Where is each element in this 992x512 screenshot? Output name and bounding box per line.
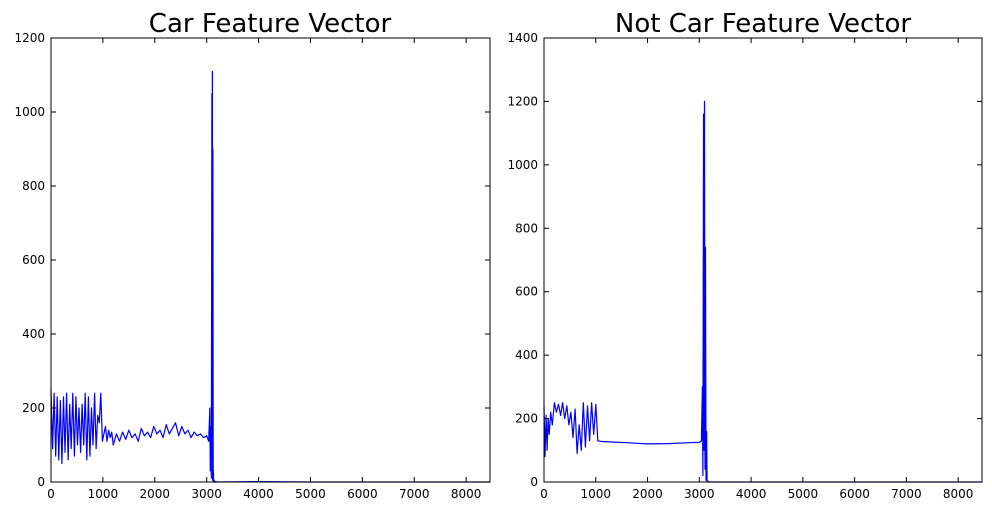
x-tick-label: 5000: [295, 487, 326, 501]
y-tick-label: 800: [22, 179, 45, 193]
y-tick-label: 1200: [14, 31, 45, 45]
y-tick-label: 1000: [507, 158, 538, 172]
x-tick-label: 7000: [891, 487, 922, 501]
x-tick-label: 3000: [191, 487, 222, 501]
x-tick-label: 8000: [451, 487, 482, 501]
data-series-line: [50, 70, 490, 483]
x-tick-label: 4000: [736, 487, 767, 501]
x-tick-label: 3000: [684, 487, 715, 501]
x-tick-label: 6000: [347, 487, 378, 501]
x-tick-label: 8000: [943, 487, 974, 501]
chart-not-car-feature-vector: Not Car Feature Vector 0 1000 2000 3000 4000…: [507, 9, 983, 501]
y-tick-label: 600: [22, 253, 45, 267]
chart-title: Not Car Feature Vector: [615, 9, 912, 39]
x-tick-label: 0: [540, 487, 548, 501]
y-tick-label: 400: [22, 327, 45, 341]
y-tick-label: 1400: [507, 31, 538, 45]
x-tick-label: 2000: [140, 487, 171, 501]
x-tick-label: 2000: [632, 487, 663, 501]
plot-frame: [50, 37, 491, 483]
y-tick-label: 400: [515, 348, 538, 362]
chart-car-feature-vector: Car Feature Vector 0 1000 2000 3000 4000 5000…: [14, 9, 491, 501]
x-tick-label: 1000: [580, 487, 611, 501]
x-tick-label: 5000: [788, 487, 819, 501]
y-tick-label: 600: [515, 285, 538, 299]
y-tick-label: 0: [37, 475, 45, 489]
plot-frame: [543, 37, 983, 483]
y-tick-label: 1200: [507, 94, 538, 108]
x-tick-label: 6000: [839, 487, 870, 501]
data-series-line: [543, 100, 982, 483]
y-tick-label: 800: [515, 221, 538, 235]
x-tick-label: 7000: [399, 487, 430, 501]
y-tick-label: 200: [22, 401, 45, 415]
x-tick-label: 4000: [243, 487, 274, 501]
x-tick-label: 0: [47, 487, 55, 501]
y-tick-label: 1000: [14, 105, 45, 119]
y-tick-label: 200: [515, 412, 538, 426]
y-tick-label: 0: [530, 475, 538, 489]
chart-title: Car Feature Vector: [149, 9, 392, 39]
x-tick-label: 1000: [88, 487, 119, 501]
